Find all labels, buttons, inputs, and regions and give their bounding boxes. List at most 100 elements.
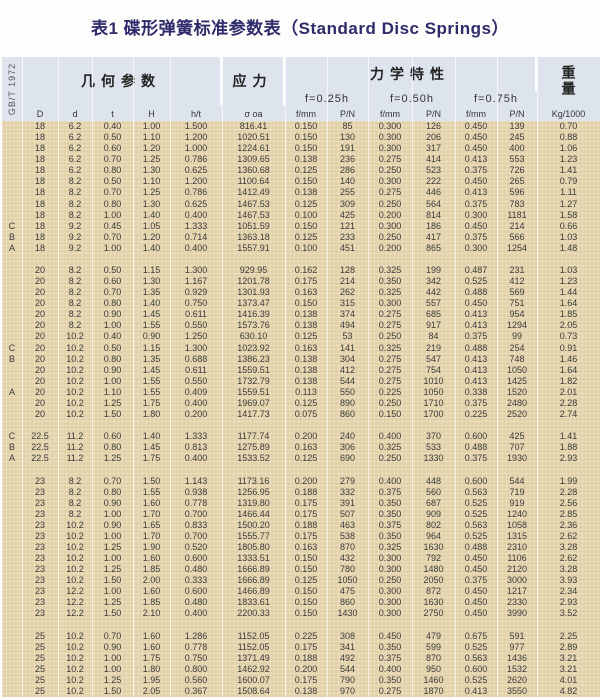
cell-height: 2.00: [142, 575, 161, 586]
cell-f3: 0.413: [464, 353, 488, 364]
cell-weight: 3.28: [559, 541, 578, 552]
cell-height: 1.60: [142, 586, 161, 597]
cell-h-t-ratio: 0.400: [184, 608, 208, 619]
cell-p2: 964: [425, 530, 442, 541]
cell-p1: 1430: [337, 608, 358, 619]
table-row: 18 8.2 0.50 1.10 1.200 1100.64 0.150 140 0.300 22…: [2, 176, 600, 187]
cell-weight: 0.88: [559, 132, 578, 143]
cell-inner-diameter: 8.2: [68, 265, 82, 276]
cell-weight: 1.64: [559, 298, 578, 309]
column-divider: [368, 57, 369, 700]
column-divider: [92, 57, 93, 700]
cell-p2: 870: [425, 652, 442, 663]
cell-p3: 139: [509, 121, 525, 131]
disc-spring-table: GB/T 1972 几何参数 应力 力学特性 重量 f=0.25h f=0.50…: [2, 57, 600, 698]
cell-stress: 1555.77: [237, 530, 270, 541]
cell-f3: 0.450: [464, 597, 488, 608]
cell-stress: 1600.07: [237, 674, 270, 685]
cell-p2: 814: [425, 209, 442, 220]
cell-height: 1.25: [142, 187, 161, 198]
cell-p1: 262: [339, 287, 356, 298]
cell-inner-diameter: 10.2: [66, 519, 84, 530]
cell-thickness: 0.80: [103, 298, 122, 309]
cell-f2: 0.275: [378, 375, 402, 386]
cell-outer-diameter: 18: [34, 187, 45, 198]
cell-height: 1.10: [142, 176, 161, 187]
cell-thickness: 1.00: [103, 242, 122, 253]
column-header-outer-diameter: D: [36, 109, 44, 119]
cell-weight: 3.21: [559, 663, 578, 674]
mechanics-header: 力学特性: [285, 57, 537, 91]
cell-stress: 1023.92: [237, 342, 270, 353]
cell-stress: 1201.78: [237, 276, 270, 287]
cell-p1: 191: [339, 143, 356, 154]
cell-outer-diameter: 20: [34, 342, 45, 353]
cell-f3: 0.413: [464, 187, 488, 198]
cell-h-t-ratio: 0.778: [184, 497, 208, 508]
cell-h-t-ratio: 0.400: [184, 209, 208, 220]
cell-p3: 719: [509, 486, 525, 497]
cell-thickness: 1.25: [103, 597, 122, 608]
cell-f2: 0.275: [378, 309, 402, 320]
cell-f3: 0.375: [464, 165, 488, 176]
cell-f1: 0.138: [294, 685, 318, 696]
cell-outer-diameter: 20: [34, 298, 45, 309]
cell-thickness: 0.50: [103, 176, 122, 187]
cell-f3: 0.488: [464, 442, 488, 453]
table-row: 18 6.2 0.70 1.25 0.786 1309.65 0.138 236 0.275 41…: [2, 154, 600, 165]
cell-thickness: 0.60: [103, 276, 122, 287]
table-row: 18 8.2 0.70 1.25 0.786 1412.49 0.138 255 0.275 44…: [2, 187, 600, 198]
cell-weight: 2.89: [559, 641, 578, 652]
cell-thickness: 0.45: [103, 220, 122, 231]
cell-stress: 1152.05: [237, 641, 270, 652]
cell-f2: 0.350: [378, 508, 402, 519]
cell-height: 1.70: [142, 530, 161, 541]
cell-outer-diameter: 18: [34, 176, 45, 187]
cell-weight: 1.99: [559, 475, 578, 486]
cell-p2: 687: [425, 497, 442, 508]
cell-inner-diameter: 6.2: [68, 143, 82, 154]
cell-f2: 0.400: [378, 431, 402, 442]
cell-p3: 2620: [506, 674, 528, 685]
cell-h-t-ratio: 0.400: [184, 453, 208, 464]
cell-h-t-ratio: 1.300: [184, 342, 208, 353]
cell-f3: 0.600: [464, 475, 488, 486]
column-header-p3: P/N: [509, 109, 525, 119]
cell-f3: 0.413: [464, 309, 488, 320]
cell-f1: 0.163: [294, 287, 318, 298]
cell-inner-diameter: 10.2: [66, 342, 84, 353]
cell-thickness: 0.70: [103, 287, 122, 298]
cell-outer-diameter: 18: [34, 231, 45, 242]
cell-p1: 236: [339, 154, 356, 165]
page-title: 表1 碟形弹簧标准参数表（Standard Disc Springs）: [91, 19, 509, 38]
cell-thickness: 0.70: [103, 630, 122, 641]
cell-f2: 0.200: [378, 209, 402, 220]
cell-outer-diameter: 20: [34, 287, 45, 298]
cell-weight: 4.01: [559, 674, 578, 685]
weight-header: 重量: [560, 65, 577, 97]
cell-f3: 0.600: [464, 663, 488, 674]
cell-p2: 317: [425, 143, 442, 154]
cell-h-t-ratio: 1.167: [184, 276, 208, 287]
cell-p2: 865: [425, 242, 442, 253]
cell-f2: 0.300: [378, 608, 402, 619]
cell-weight: 1.27: [559, 198, 578, 209]
cell-f1: 0.163: [294, 541, 318, 552]
cell-f1: 0.150: [294, 564, 318, 575]
cell-f1: 0.100: [294, 242, 318, 253]
column-header-f2: f/mm: [380, 109, 400, 119]
cell-weight: 4.82: [559, 685, 578, 696]
cell-weight: 1.58: [559, 209, 578, 220]
cell-f2: 0.300: [378, 143, 402, 154]
table-row: 23 8.2 0.70 1.50 1.143 1173.16 0.200 279 0.400 44…: [2, 476, 600, 487]
cell-h-t-ratio: 0.409: [184, 386, 208, 397]
cell-h-t-ratio: 0.400: [184, 397, 208, 408]
cell-thickness: 0.90: [103, 309, 122, 320]
cell-p3: 231: [509, 265, 525, 276]
cell-f1: 0.150: [294, 586, 318, 597]
cell-f1: 0.163: [294, 342, 318, 353]
cell-stress: 1466.44: [237, 508, 270, 519]
cell-height: 1.55: [142, 486, 161, 497]
cell-p1: 544: [339, 663, 356, 674]
cell-stress: 1152.05: [237, 630, 270, 641]
